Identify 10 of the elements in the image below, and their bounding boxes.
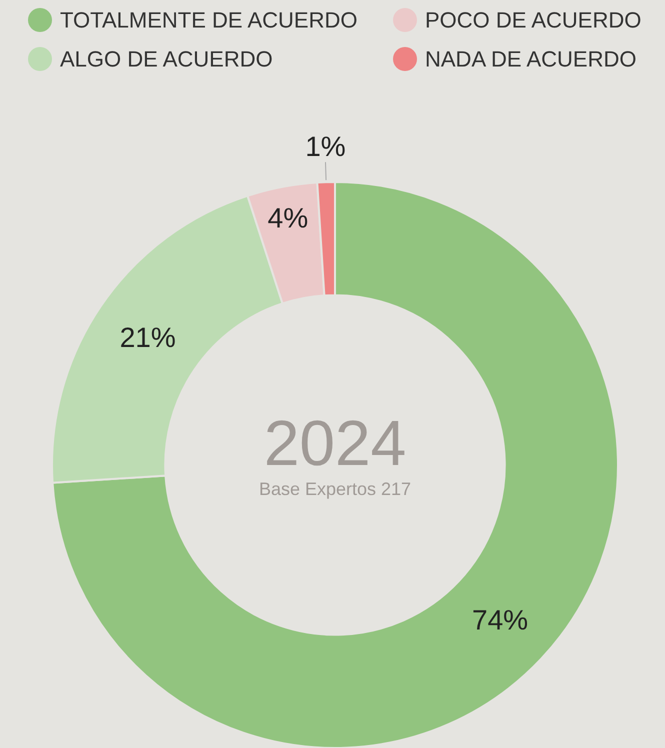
data-label: 1% (305, 131, 346, 162)
legend-label: POCO DE ACUERDO (425, 8, 642, 32)
text: Base Expertos 217 (258, 479, 412, 499)
legend-label: ALGO DE ACUERDO (60, 46, 273, 72)
data-label: 74% (472, 604, 528, 636)
text: 2024 (264, 407, 406, 479)
legend-label: NADA DE ACUERDO (425, 46, 636, 72)
legend-label: TOTALMENTE DE ACUERDO (60, 8, 358, 32)
data-label: 21% (120, 322, 176, 354)
data-label: 4% (268, 202, 308, 234)
